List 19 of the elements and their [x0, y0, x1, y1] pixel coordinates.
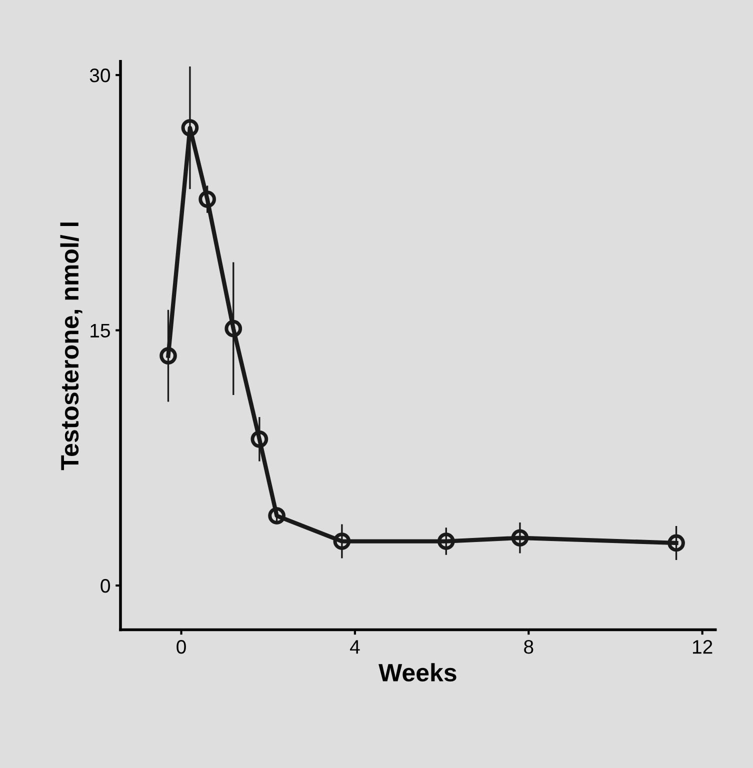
point: [333, 532, 351, 550]
point: [160, 347, 177, 364]
x-tick-label: 4: [350, 640, 360, 654]
point: [668, 534, 685, 552]
x-tick-label: 8: [524, 640, 534, 654]
x-axis-title: Weeks: [378, 663, 456, 682]
point: [511, 529, 529, 547]
point: [437, 532, 455, 550]
y-tick-label: 0: [100, 578, 110, 593]
point: [268, 507, 286, 524]
y-tick-label: 30: [90, 68, 110, 82]
x-tick-label: 0: [176, 640, 186, 654]
point: [181, 119, 199, 136]
point: [224, 320, 242, 338]
point: [250, 430, 268, 448]
x-tick-label: 12: [692, 640, 712, 654]
y-tick-label: 15: [90, 324, 110, 338]
y-axis-title: Testosterone, nmol/ l: [60, 222, 82, 470]
point: [198, 190, 216, 208]
